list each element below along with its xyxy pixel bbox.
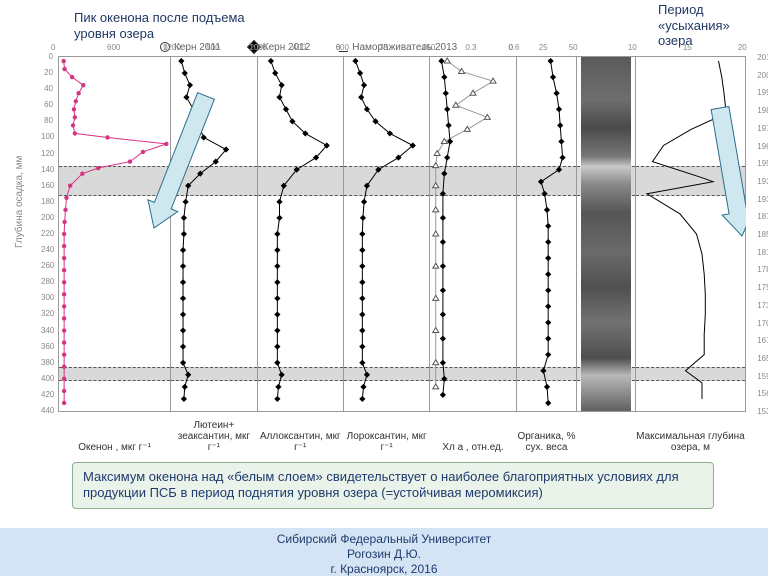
y-tick: 300 (41, 293, 53, 302)
core-photo (581, 57, 632, 411)
year-tick: 1535 (757, 407, 768, 416)
footer-line-3: г. Красноярск, 2016 (0, 562, 768, 577)
x-axis-label: Органика, % сух. веса (517, 431, 577, 453)
x-tick: 500 (206, 43, 219, 52)
y-tick: 120 (41, 149, 53, 158)
x-axis-label: Лороксантин, мкг г⁻¹ (344, 431, 429, 453)
panel-5: 02550Органика, % сух. веса (516, 56, 577, 412)
year-tick: 1592 (757, 372, 768, 381)
y-tick: 200 (41, 213, 53, 222)
year-tick: 1970 (757, 124, 768, 133)
year-tick: 1568 (757, 389, 768, 398)
x-tick: 600 (107, 43, 120, 52)
year-tick: 1990 (757, 88, 768, 97)
chart-area: Керн 2011Керн 2012Намораживатель 2013 Гл… (30, 48, 746, 456)
panel-6 (576, 56, 635, 412)
x-tick: 0.3 (465, 43, 476, 52)
panel-3: 075150Лороксантин, мкг г⁻¹ (343, 56, 429, 412)
year-tick: 1858 (757, 230, 768, 239)
year-tick: 1960 (757, 142, 768, 151)
y-tick: 160 (41, 181, 53, 190)
footer: Сибирский Федеральный Университет Рогози… (0, 528, 768, 576)
y-tick: 60 (41, 100, 53, 109)
conclusion-box: Максимум окенона над «белым слоем» свиде… (72, 462, 714, 509)
x-tick: 50 (569, 43, 578, 52)
x-axis-label: Аллоксантин, мкг г⁻¹ (258, 431, 343, 453)
series-svg (59, 57, 171, 411)
y-tick: 20 (41, 68, 53, 77)
y-tick: 260 (41, 261, 53, 270)
legend-item: Намораживатель 2013 (338, 42, 457, 53)
series-svg (344, 57, 430, 411)
x-tick: 200 (250, 43, 263, 52)
y-tick: 320 (41, 309, 53, 318)
panel-0: 0600120002040608010012014016018020022024… (58, 56, 170, 412)
year-tick: 1950 (757, 159, 768, 168)
year-tick: 2000 (757, 71, 768, 80)
panel-4: 00.30.6Хл a , отн.ед. (429, 56, 515, 412)
y-tick: 0 (41, 52, 53, 61)
panels-row: 0600120002040608010012014016018020022024… (58, 56, 746, 410)
year-tick: 1780 (757, 265, 768, 274)
x-axis-label: Окенон , мкг г⁻¹ (59, 442, 170, 453)
panel-7: 1015202010200019901980197019601950193119… (635, 56, 746, 412)
year-tick: 1980 (757, 106, 768, 115)
y-tick: 400 (41, 374, 53, 383)
year-tick: 2010 (757, 53, 768, 62)
panel-1: 05001000Лютеин+ зеаксантин, мкг г⁻¹ (170, 56, 256, 412)
year-tick: 1752 (757, 283, 768, 292)
year-tick: 1873 (757, 212, 768, 221)
y-tick: 420 (41, 390, 53, 399)
x-tick: 75 (379, 43, 388, 52)
x-tick: 0 (336, 43, 340, 52)
year-tick: 1933 (757, 195, 768, 204)
x-tick: 0 (163, 43, 167, 52)
y-axis-label: Глубина осадка, мм (14, 156, 25, 248)
y-tick: 240 (41, 245, 53, 254)
year-tick: 1678 (757, 336, 768, 345)
x-tick: 20 (738, 43, 747, 52)
series-svg (171, 57, 257, 411)
series-svg (430, 57, 516, 411)
x-axis-label: Хл a , отн.ед. (430, 442, 515, 453)
series-svg (517, 57, 577, 411)
annotation-peak: Пик окенона после подъема уровня озера (74, 10, 254, 41)
y-tick: 440 (41, 406, 53, 415)
x-tick: 0 (51, 43, 55, 52)
x-tick: 0 (422, 43, 426, 52)
y-tick: 380 (41, 358, 53, 367)
year-tick: 1651 (757, 354, 768, 363)
y-tick: 340 (41, 326, 53, 335)
series-svg (636, 57, 746, 411)
series-svg (258, 57, 344, 411)
year-tick: 1705 (757, 319, 768, 328)
footer-line-1: Сибирский Федеральный Университет (0, 532, 768, 547)
footer-line-2: Рогозин Д.Ю. (0, 547, 768, 562)
y-tick: 280 (41, 277, 53, 286)
y-tick: 40 (41, 84, 53, 93)
y-tick: 180 (41, 197, 53, 206)
y-tick: 360 (41, 342, 53, 351)
y-tick: 140 (41, 165, 53, 174)
x-tick: 10 (628, 43, 637, 52)
x-axis-label: Лютеин+ зеаксантин, мкг г⁻¹ (171, 420, 256, 453)
x-tick: 400 (293, 43, 306, 52)
y-tick: 100 (41, 132, 53, 141)
x-tick: 25 (539, 43, 548, 52)
year-tick: 1735 (757, 301, 768, 310)
panel-2: 1-й "белый" слой2-й белый слой200400600А… (257, 56, 343, 412)
year-tick: 1819 (757, 248, 768, 257)
x-tick: 15 (683, 43, 692, 52)
year-tick: 1931 (757, 177, 768, 186)
y-tick: 80 (41, 116, 53, 125)
x-axis-label: Максимальная глубина озера, м (636, 431, 745, 453)
y-tick: 220 (41, 229, 53, 238)
x-tick: 0 (509, 43, 513, 52)
